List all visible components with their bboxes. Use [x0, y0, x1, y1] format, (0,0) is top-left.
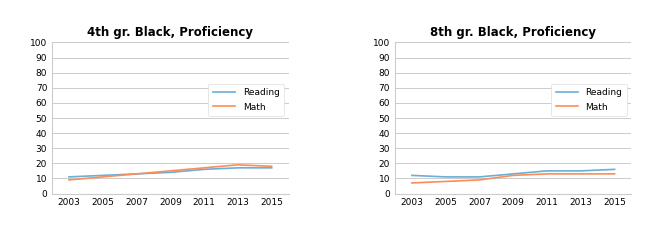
Legend: Reading, Math: Reading, Math: [208, 84, 284, 116]
Reading: [65, 176, 73, 178]
Math: [543, 173, 551, 175]
Math: [201, 166, 208, 169]
Math: [408, 181, 416, 184]
Reading: [99, 174, 107, 177]
Math: [611, 173, 618, 175]
Line: Math: Math: [69, 165, 271, 180]
Reading: [167, 171, 174, 174]
Reading: [133, 173, 141, 175]
Math: [577, 173, 585, 175]
Math: [475, 178, 483, 181]
Title: 4th gr. Black, Proficiency: 4th gr. Black, Proficiency: [87, 25, 253, 38]
Line: Math: Math: [412, 174, 615, 183]
Math: [442, 180, 450, 183]
Reading: [234, 166, 242, 169]
Reading: [475, 176, 483, 178]
Reading: [408, 174, 416, 177]
Math: [99, 176, 107, 178]
Reading: [442, 176, 450, 178]
Title: 8th gr. Black, Proficiency: 8th gr. Black, Proficiency: [430, 25, 596, 38]
Math: [234, 163, 242, 166]
Reading: [268, 166, 275, 169]
Reading: [611, 168, 618, 171]
Reading: [543, 169, 551, 172]
Math: [133, 173, 141, 175]
Math: [65, 178, 73, 181]
Reading: [577, 169, 585, 172]
Math: [509, 174, 517, 177]
Reading: [509, 173, 517, 175]
Reading: [201, 168, 208, 171]
Line: Reading: Reading: [412, 169, 615, 177]
Line: Reading: Reading: [69, 168, 271, 177]
Math: [167, 169, 174, 172]
Legend: Reading, Math: Reading, Math: [551, 84, 627, 116]
Math: [268, 165, 275, 168]
